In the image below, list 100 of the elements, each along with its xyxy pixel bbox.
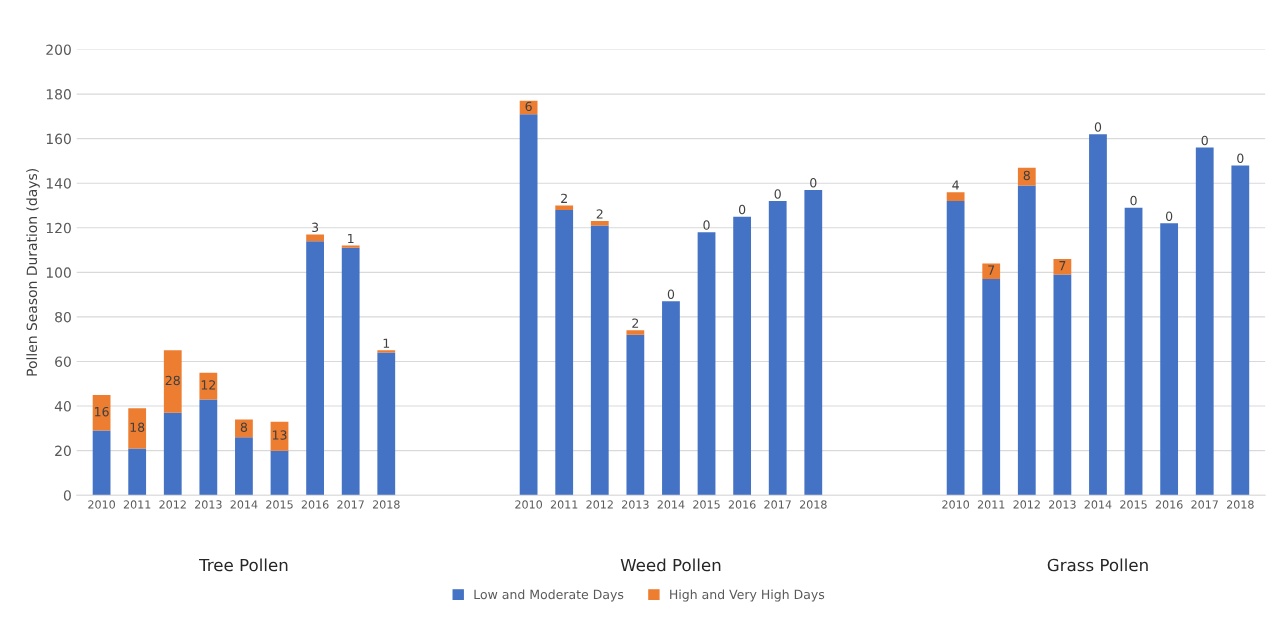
bar: [626, 334, 645, 496]
y-tick-label: 100: [46, 267, 71, 278]
bar: [128, 448, 147, 496]
bar: [590, 221, 609, 226]
y-tick-label: 140: [46, 178, 71, 189]
bar: [341, 245, 360, 248]
bar: [1124, 207, 1143, 496]
bar: [163, 350, 182, 413]
bar: [555, 205, 574, 210]
bar: [662, 301, 680, 496]
bar: [306, 234, 324, 242]
x-tick-label: 2017: [764, 500, 791, 509]
data-label: 12: [201, 380, 216, 390]
x-tick-label: 2013: [622, 500, 649, 509]
bar: [163, 412, 182, 496]
x-tick-label: 2016: [301, 500, 329, 509]
text: Tree Pollen: [199, 558, 288, 572]
x-tick-label: 2010: [515, 500, 543, 509]
bar: [555, 209, 574, 496]
bar: [92, 394, 111, 431]
x-tick-label: 2012: [159, 500, 186, 509]
bar: [982, 279, 1001, 496]
data-label: 0: [810, 178, 817, 188]
bar: [519, 114, 538, 496]
bar: [235, 437, 253, 496]
x-tick-label: 2011: [123, 500, 151, 509]
x-tick-label: 2014: [657, 500, 685, 509]
bar: [377, 350, 396, 353]
x-tick-label: 2015: [1120, 500, 1147, 509]
bar: [946, 192, 965, 202]
x-tick-label: 2016: [1155, 500, 1183, 509]
data-label: 0: [1201, 135, 1208, 146]
x-tick-label: 2012: [1013, 500, 1040, 509]
data-label: 0: [774, 189, 781, 199]
bar: [1089, 134, 1107, 496]
data-label: 7: [1059, 261, 1066, 271]
x-tick-label: 2013: [1049, 500, 1076, 509]
bar: [697, 232, 716, 496]
y-tick-label: 120: [46, 222, 71, 234]
y-tick-label: 20: [55, 445, 71, 457]
x-tick-label: 2011: [977, 500, 1005, 509]
bar: [1053, 274, 1072, 496]
x-tick-label: 2018: [799, 500, 827, 509]
data-label: 0: [1130, 195, 1137, 206]
data-label: 16: [95, 406, 109, 417]
data-label: 2: [561, 193, 567, 203]
y-axis-title: Pollen Season Duration (days): [26, 169, 40, 376]
legend-label: Low and Moderate Days: [474, 589, 624, 602]
y-tick-label: 40: [54, 401, 71, 412]
data-label: 8: [1023, 170, 1030, 181]
x-tick-label: 2016: [728, 500, 756, 509]
legend-label: High and Very High Days: [670, 589, 825, 602]
x-tick-label: 2011: [550, 500, 578, 509]
data-label: 1: [348, 233, 354, 244]
data-label: 0: [1237, 153, 1244, 163]
data-label: 0: [667, 289, 675, 299]
data-label: 4: [952, 180, 959, 190]
y-tick-label: 60: [55, 356, 71, 367]
data-label: 0: [1165, 211, 1173, 221]
x-tick-label: 2013: [195, 500, 222, 509]
x-tick-label: 2010: [88, 500, 115, 509]
data-label: 2: [596, 209, 603, 219]
bar: [733, 216, 752, 496]
x-tick-label: 2015: [693, 500, 720, 509]
data-label: 0: [1094, 122, 1102, 132]
x-tick-label: 2015: [266, 500, 293, 509]
bar: [92, 430, 111, 496]
y-tick-label: 180: [46, 89, 71, 100]
data-label: 28: [165, 375, 180, 386]
x-tick-label: 2014: [1084, 500, 1112, 509]
data-label: 0: [703, 220, 710, 230]
bar: [1017, 185, 1036, 496]
data-label: 6: [525, 101, 532, 112]
data-label: 13: [272, 430, 287, 440]
x-tick-label: 2010: [942, 500, 970, 509]
bar: [306, 241, 324, 496]
data-label: 7: [988, 265, 995, 275]
bar: [235, 419, 253, 438]
y-tick-label: 200: [46, 44, 71, 55]
bar: [1053, 258, 1072, 275]
x-tick-label: 2017: [1191, 500, 1218, 509]
x-tick-label: 2017: [337, 500, 364, 509]
bar: [199, 399, 218, 496]
y-tick-label: 160: [46, 133, 71, 145]
bar: [946, 201, 965, 496]
bar: [982, 263, 1001, 280]
bar: [128, 408, 147, 449]
bar: [341, 247, 360, 496]
bar: [1195, 147, 1214, 496]
data-label: 3: [312, 222, 319, 233]
bar: [270, 450, 289, 496]
data-label: 1: [383, 338, 390, 348]
x-tick-label: 2012: [586, 500, 613, 509]
bar: [590, 225, 609, 496]
x-tick-label: 2018: [1226, 500, 1254, 509]
text: Grass Pollen: [1047, 558, 1148, 572]
bar: [1160, 223, 1179, 496]
bar: [199, 372, 218, 400]
y-tick-label: 0: [63, 490, 71, 501]
bar: [626, 330, 645, 335]
